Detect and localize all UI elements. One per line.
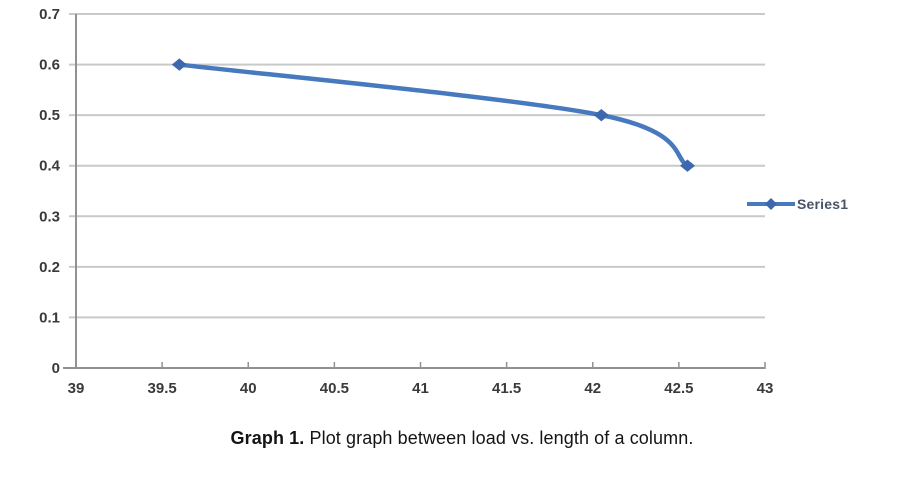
x-tick-label: 43: [757, 380, 774, 397]
x-tick-label: 42.5: [664, 380, 693, 397]
x-tick-label: 40.5: [320, 380, 349, 397]
x-tick-label: 39: [68, 380, 85, 397]
caption-prefix: Graph 1.: [230, 428, 305, 448]
legend-marker-icon: [747, 198, 795, 210]
series-marker: [171, 58, 187, 71]
y-tick-label: 0: [52, 360, 60, 377]
x-tick-label: 41.5: [492, 380, 521, 397]
y-tick-label: 0.7: [39, 6, 60, 23]
caption-text: Plot graph between load vs. length of a …: [309, 428, 694, 448]
y-tick-label: 0.3: [39, 208, 60, 225]
series-marker: [679, 159, 695, 172]
x-tick-label: 39.5: [148, 380, 177, 397]
y-tick-label: 0.6: [39, 57, 60, 74]
series-marker: [593, 108, 609, 122]
y-tick-label: 0.1: [39, 309, 60, 326]
y-tick-label: 0.5: [39, 107, 60, 124]
x-tick-label: 41: [412, 380, 429, 397]
series-line: [177, 62, 690, 168]
x-tick-label: 40: [240, 380, 257, 397]
line-chart: 39 39.5 40 40.5 41 41.5 42 42.5 43 0 0.1 0.2 0.3 0.4 0…: [39, 6, 774, 397]
legend-label: Series1: [797, 196, 849, 212]
legend: Series1: [746, 196, 848, 212]
x-tick-label: 42: [584, 380, 601, 397]
caption: Graph 1. Plot graph between load vs. len…: [0, 428, 924, 449]
y-tick-label: 0.2: [39, 259, 60, 276]
y-tick-label: 0.4: [39, 158, 61, 175]
